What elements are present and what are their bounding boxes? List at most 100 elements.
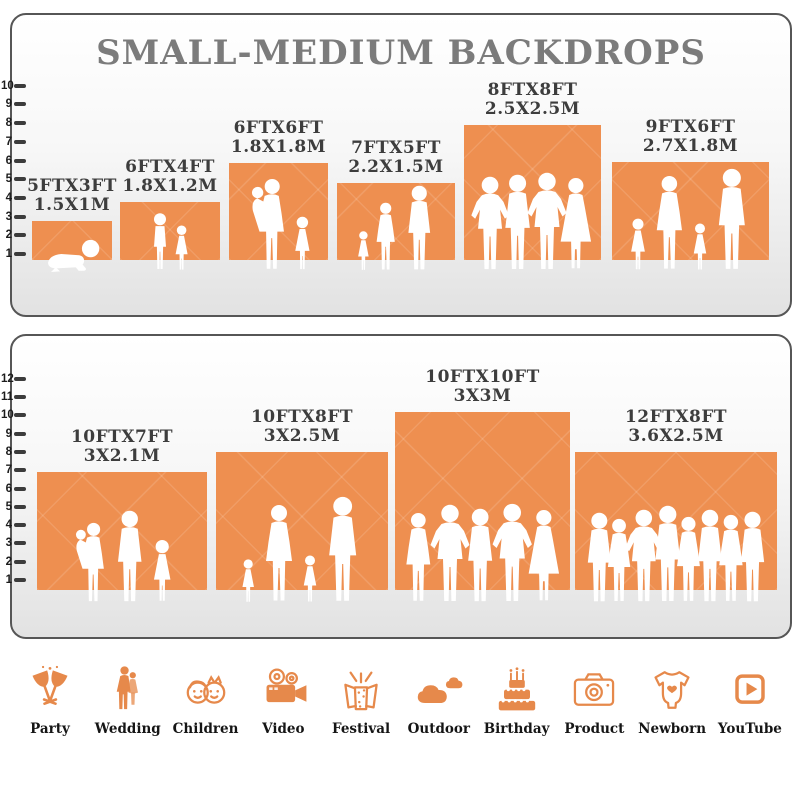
- ruler-tick: [14, 413, 26, 418]
- woman-baby-silhouette: [75, 522, 104, 602]
- outdoor-icon: [417, 677, 463, 703]
- category-festival: Festival: [327, 664, 395, 737]
- man-silhouette: [117, 510, 142, 602]
- ruler-tick: [14, 83, 26, 88]
- ruler-number: 5: [5, 173, 12, 186]
- category-video: Video: [249, 664, 317, 737]
- ruler-tick: [14, 504, 26, 509]
- ruler-number: 10: [1, 409, 14, 422]
- page-title: SMALL-MEDIUM BACKDROPS: [96, 33, 706, 73]
- woman-dress-silhouette: [560, 177, 591, 269]
- ruler-tick: [14, 431, 26, 436]
- backdrop-size-label: 10FTX10FT 3X3M: [425, 367, 540, 406]
- ruler-number: 1: [5, 574, 12, 586]
- backdrop-size-label: 7FTX5FT 2.2X1.5M: [348, 138, 444, 177]
- ruler-tick: [14, 139, 26, 144]
- watermark-pattern: [32, 221, 112, 260]
- category-product: Product: [560, 664, 628, 737]
- man-silhouette: [328, 496, 356, 601]
- panel-small-backdrops: SMALL-MEDIUM BACKDROPS 1 2 3 4 5 6 7 8 9 10 5FTX3F…: [1, 13, 792, 317]
- ruler-number: 11: [1, 391, 14, 403]
- ruler-number: 7: [5, 464, 12, 477]
- category-label: Party: [30, 721, 70, 737]
- category-label: Birthday: [483, 721, 550, 737]
- ruler-tick: [14, 252, 26, 256]
- backdrop-size-label: 9FTX6FT 2.7X1.8M: [642, 117, 739, 156]
- ruler-tick: [14, 559, 26, 564]
- girl-silhouette: [175, 225, 188, 270]
- party-icon: [31, 664, 69, 706]
- category-label: YouTube: [717, 721, 782, 737]
- ruler-tick: [14, 214, 26, 219]
- backdrop-block: [216, 452, 388, 590]
- ruler-number: 2: [5, 555, 12, 568]
- panel-medium-backdrops: 1 2 3 4 5 6 7 8 9 10 11 12 10FTX7FT 3X2.1M 10FTX8FT 3…: [1, 334, 792, 639]
- backdrop-size-label: 12FTX8FT 3.6X2.5M: [624, 407, 728, 446]
- ruler-number: 4: [5, 191, 12, 204]
- ruler-tick: [14, 578, 26, 582]
- backdrop-size-label: 10FTX7FT 3X2.1M: [70, 427, 174, 466]
- watermark-pattern: [216, 452, 388, 590]
- ruler-tick: [14, 195, 26, 200]
- backdrop-size-label: 5FTX3FT 1.5X1M: [27, 176, 117, 215]
- boy-silhouette: [154, 213, 167, 269]
- ruler-tick: [14, 102, 26, 107]
- category-label: Children: [172, 721, 239, 737]
- ruler-tick: [14, 177, 26, 182]
- ruler-tick: [14, 523, 26, 528]
- category-outdoor: Outdoor: [405, 664, 473, 737]
- category-label: Product: [564, 721, 625, 737]
- backdrop-size-label: 10FTX8FT 3X2.5M: [250, 407, 354, 446]
- ruler-number: 8: [5, 445, 12, 458]
- girl-silhouette: [693, 223, 707, 270]
- backdrop-block: [37, 472, 207, 590]
- woman-silhouette: [657, 175, 683, 269]
- newborn-icon: [654, 671, 690, 709]
- ruler-tick: [14, 541, 26, 546]
- backdrop-block: [337, 183, 455, 260]
- category-label: Festival: [332, 721, 391, 737]
- ruler-number: 6: [5, 154, 12, 167]
- ruler-tick: [14, 395, 26, 399]
- watermark-pattern: [337, 183, 455, 260]
- ruler-tick: [14, 486, 26, 491]
- girl-silhouette: [294, 216, 310, 270]
- category-newborn: Newborn: [638, 664, 706, 737]
- backdrop-size-label: 8FTX8FT 2.5X2.5M: [484, 80, 581, 119]
- ruler-tick: [14, 233, 26, 238]
- ruler-number: 12: [1, 372, 14, 385]
- wedding-icon: [116, 666, 138, 710]
- category-wedding: Wedding: [94, 664, 162, 737]
- man-silhouette: [718, 168, 745, 269]
- girl-silhouette: [242, 559, 255, 602]
- ruler-tick: [14, 121, 26, 126]
- category-label: Video: [262, 721, 305, 737]
- ruler-tick: [14, 468, 26, 473]
- festival-icon: [344, 671, 378, 711]
- youtube-icon: [735, 674, 765, 704]
- children-icon: [186, 676, 225, 704]
- backdrop-block: [32, 221, 112, 260]
- ruler-number: 1: [5, 248, 12, 260]
- ruler-number: 5: [5, 500, 12, 513]
- ruler-tick: [14, 158, 26, 163]
- category-label: Wedding: [94, 721, 161, 737]
- woman-dress-silhouette: [528, 509, 559, 601]
- girl-silhouette: [303, 555, 316, 602]
- ruler-number: 6: [5, 482, 12, 495]
- man-silhouette: [408, 185, 430, 270]
- category-label: Newborn: [638, 721, 707, 737]
- ruler-number: 2: [5, 229, 12, 242]
- category-birthday: Birthday: [483, 664, 551, 737]
- ruler-tick: [14, 376, 26, 381]
- woman-silhouette: [265, 505, 292, 601]
- ruler-number: 8: [5, 117, 12, 130]
- ruler-number: 9: [5, 98, 12, 111]
- woman-silhouette: [377, 202, 396, 270]
- backdrop-block: [120, 202, 220, 260]
- ruler-number: 9: [5, 427, 12, 440]
- backdrop-size-label: 6FTX6FT 1.8X1.8M: [230, 118, 327, 157]
- category-youtube: YouTube: [716, 664, 784, 737]
- watermark-pattern: [120, 202, 220, 260]
